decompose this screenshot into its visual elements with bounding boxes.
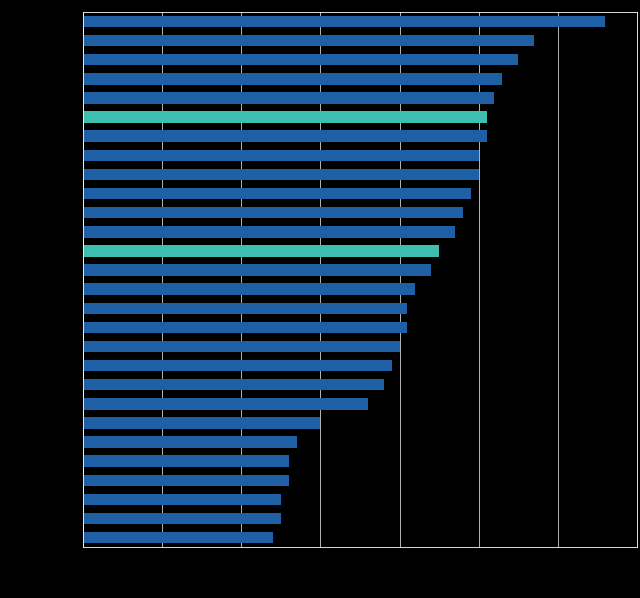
- Bar: [83, 322, 408, 333]
- Bar: [83, 398, 368, 410]
- Bar: [83, 283, 415, 295]
- Bar: [83, 532, 273, 544]
- Bar: [83, 475, 289, 486]
- Bar: [83, 341, 399, 352]
- Bar: [83, 169, 479, 180]
- Bar: [83, 150, 479, 161]
- Bar: [83, 207, 463, 218]
- Bar: [83, 226, 455, 237]
- Bar: [83, 437, 297, 448]
- Bar: [83, 360, 392, 371]
- Text: Source:: Source:: [8, 568, 53, 578]
- Bar: [83, 379, 384, 390]
- Bar: [83, 456, 289, 467]
- Text: Eurostat - CommunityInnovation Survey 2008 - 2010.  Data for Greece not availabl: Eurostat - CommunityInnovation Survey 20…: [47, 568, 492, 578]
- Bar: [83, 16, 605, 28]
- Bar: [83, 303, 408, 314]
- Bar: [83, 264, 431, 276]
- Bar: [83, 417, 321, 429]
- Bar: [83, 188, 470, 199]
- Bar: [83, 35, 534, 47]
- Bar: [83, 130, 486, 142]
- Bar: [83, 54, 518, 66]
- Bar: [83, 512, 281, 524]
- Bar: [83, 73, 502, 84]
- Bar: [83, 92, 495, 103]
- Bar: [83, 245, 439, 257]
- Bar: [83, 494, 281, 505]
- Bar: [83, 111, 486, 123]
